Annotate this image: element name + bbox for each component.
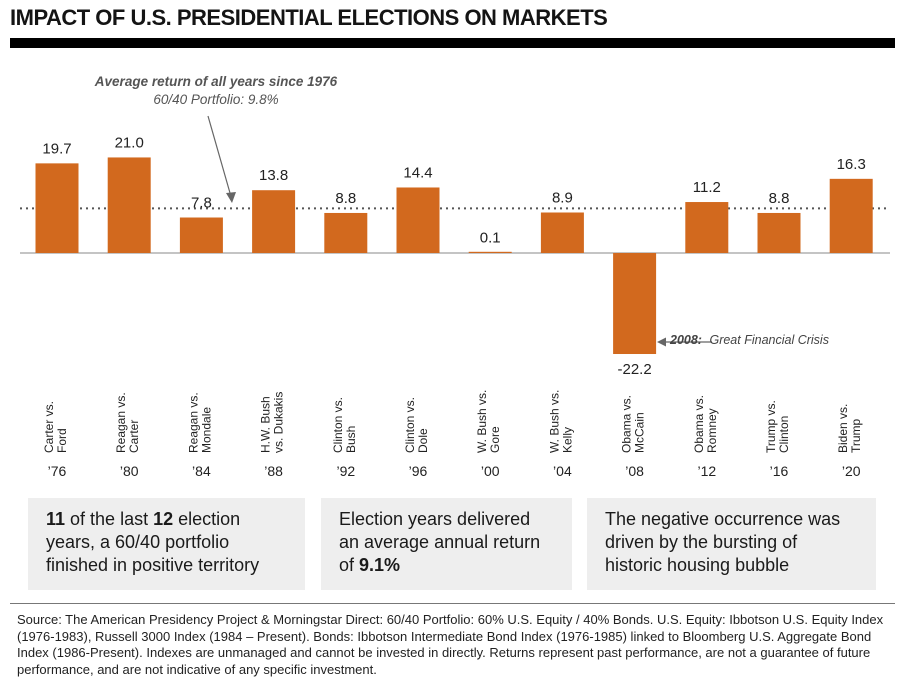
election-year-label: ’08 <box>625 463 644 479</box>
takeaway-average-value: 9.1% <box>359 555 401 575</box>
category-label: Reagan vs.Carter <box>114 392 141 453</box>
election-year-label: ’16 <box>770 463 789 479</box>
category-label: Obama vs.Romney <box>692 395 719 453</box>
bar-value-label: 8.9 <box>552 190 573 207</box>
bar <box>324 212 368 253</box>
category-label: Biden vs.Trump <box>836 404 863 453</box>
category-label: W. Bush vs.Gore <box>475 390 502 453</box>
gfc-arrow-head <box>657 337 666 347</box>
bar-value-label: 19.7 <box>42 140 71 157</box>
takeaway-average-text: Election years delivered an average annu… <box>339 509 541 575</box>
bar-chart: 19.7 21.0 7.8 13.8 8.8 14.4 0.1 8.9 -22.2 11.2 8.8… <box>20 74 890 479</box>
takeaway-box-negative: The negative occurrence was driven by th… <box>587 498 876 590</box>
takeaway-text-2: election years, a 60/40 portfolio finish… <box>46 509 260 575</box>
title-divider <box>10 38 895 48</box>
election-year-label: ’92 <box>336 463 355 479</box>
average-note-pointer-head <box>226 192 236 203</box>
bar <box>35 163 79 253</box>
bar-value-label: 13.8 <box>259 167 288 184</box>
category-label: Reagan vs.Mondale <box>186 392 213 453</box>
bar-value-label: 7.8 <box>191 195 212 212</box>
gfc-annotation: 2008: Great Financial Crisis <box>669 333 829 347</box>
bar <box>540 212 584 253</box>
takeaway-total: 12 <box>153 509 174 529</box>
average-note-title: Average return of all years since 1976 <box>94 74 338 89</box>
bar-value-label: 8.8 <box>769 190 790 207</box>
bar-value-label: 11.2 <box>693 179 721 196</box>
election-year-label: ’76 <box>48 463 67 479</box>
bar-value-label: -22.2 <box>617 361 651 378</box>
bar <box>685 202 729 253</box>
election-year-label: ’80 <box>120 463 139 479</box>
election-year-label: ’20 <box>842 463 861 479</box>
average-note-value: 60/40 Portfolio: 9.8% <box>153 92 278 107</box>
bar-value-label: 16.3 <box>837 156 866 173</box>
bar <box>179 217 223 253</box>
takeaway-box-positive-years: 11 of the last 12 election years, a 60/4… <box>28 498 305 590</box>
bar-value-label: 8.8 <box>335 190 356 207</box>
category-label: Clinton vs.Bush <box>331 397 358 453</box>
bar-value-label: 21.0 <box>115 134 144 151</box>
election-year-label: ’00 <box>481 463 500 479</box>
bar-value-label: 14.4 <box>403 164 432 181</box>
page-title: IMPACT OF U.S. PRESIDENTIAL ELECTIONS ON… <box>10 5 608 30</box>
bar <box>468 251 512 253</box>
takeaway-text-1: of the last <box>65 509 154 529</box>
key-takeaways: 11 of the last 12 election years, a 60/4… <box>28 498 876 590</box>
bar <box>757 212 801 253</box>
bar <box>396 187 440 253</box>
footer-divider <box>10 603 895 604</box>
election-year-label: ’88 <box>264 463 283 479</box>
gfc-annotation-text: Great Financial Crisis <box>709 333 828 347</box>
category-label: Trump vs.Clinton <box>764 400 791 453</box>
category-label: Carter vs.Ford <box>42 401 69 453</box>
category-label: Clinton vs.Dole <box>403 397 430 453</box>
takeaway-box-average: Election years delivered an average annu… <box>321 498 572 590</box>
category-label: W. Bush vs.Kelly <box>547 390 574 453</box>
gfc-annotation-year: 2008: <box>669 333 702 347</box>
source-note: Source: The American Presidency Project … <box>17 612 884 677</box>
bar <box>829 178 873 253</box>
election-year-label: ’84 <box>192 463 211 479</box>
average-note-pointer <box>207 115 233 201</box>
category-label: Obama vs.McCain <box>620 395 647 453</box>
bar <box>252 190 296 253</box>
election-year-label: ’96 <box>409 463 428 479</box>
election-year-label: ’04 <box>553 463 572 479</box>
takeaway-count: 11 <box>46 509 66 529</box>
bar <box>613 253 657 355</box>
takeaway-negative-text: The negative occurrence was driven by th… <box>605 509 841 575</box>
category-label: H.W. Bushvs. Dukakis <box>259 392 286 453</box>
bar <box>107 157 151 253</box>
bar-value-label: 0.1 <box>480 230 501 247</box>
election-year-label: ’12 <box>697 463 716 479</box>
